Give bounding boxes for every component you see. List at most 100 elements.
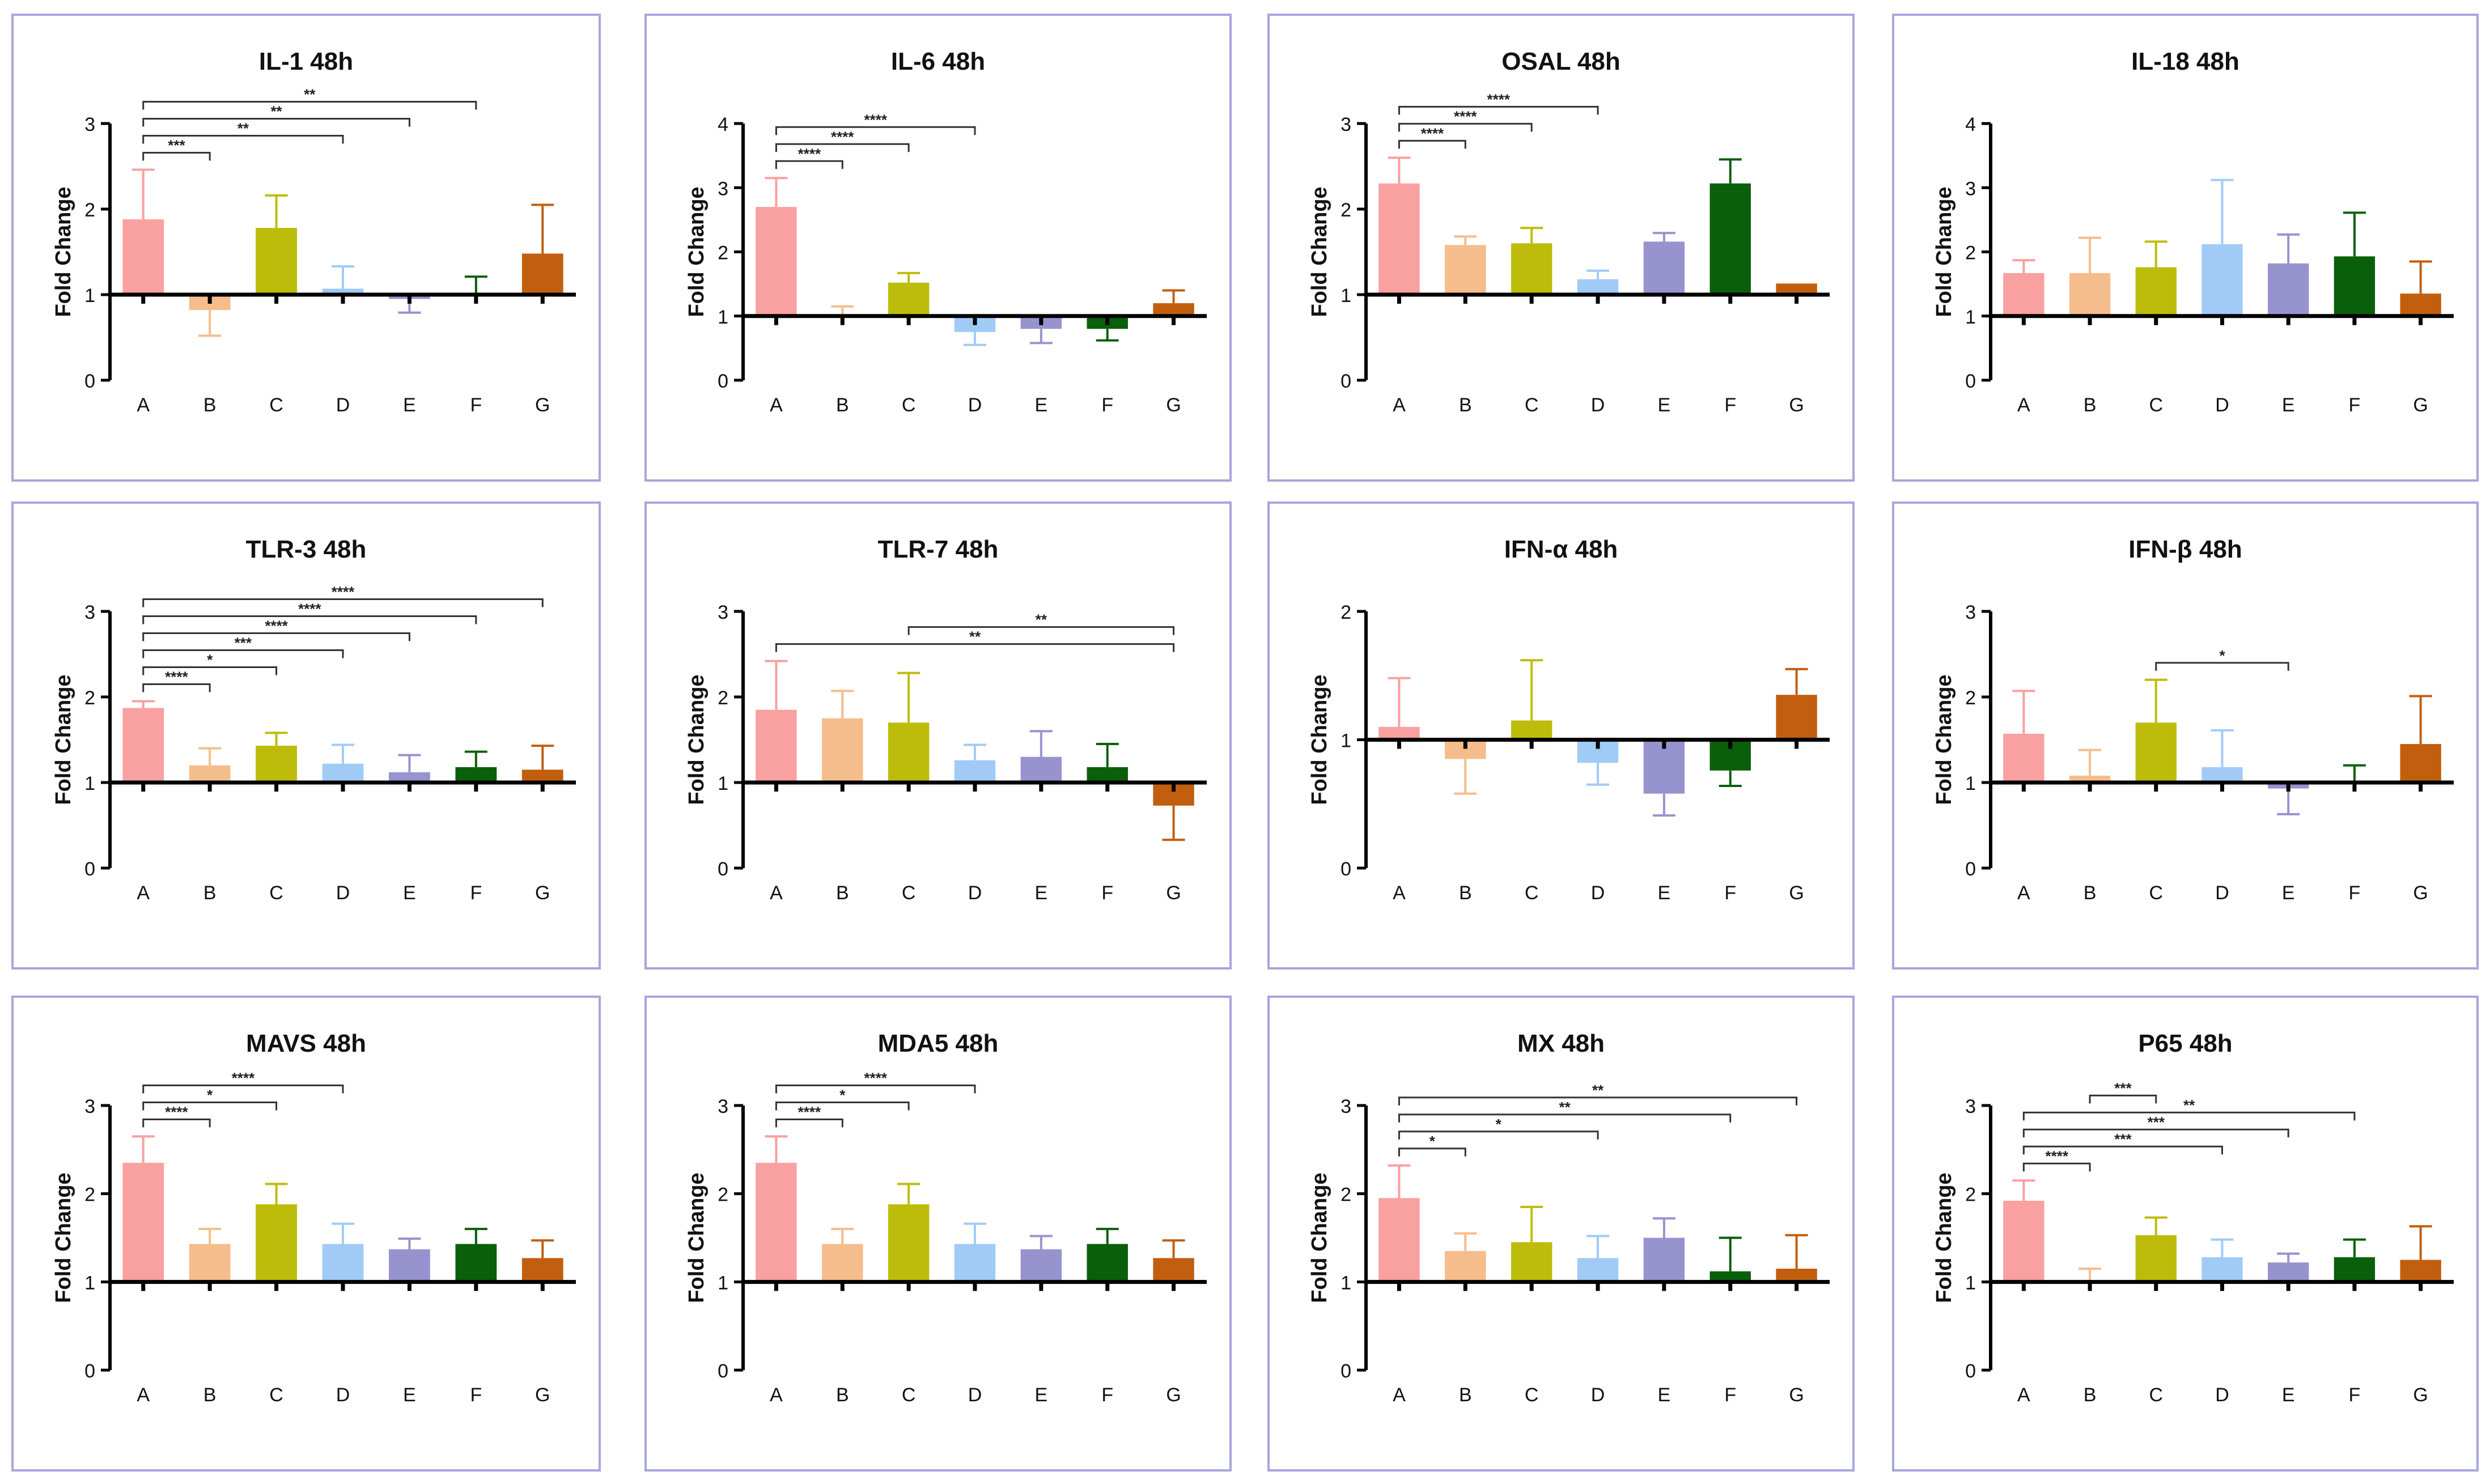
significance-bracket <box>1398 1130 1599 1139</box>
y-tick-label: 0 <box>718 858 728 880</box>
bar-C <box>1511 720 1552 740</box>
category-label: F <box>1101 394 1113 416</box>
significance-bracket <box>142 1118 211 1128</box>
bar-C <box>888 722 930 783</box>
category-label: F <box>1101 882 1113 904</box>
bar-A <box>122 708 164 783</box>
significance-bracket <box>2022 1128 2289 1138</box>
significance-label: ** <box>270 103 282 120</box>
significance-bracket <box>2022 1111 2356 1121</box>
bar-A <box>756 1163 797 1282</box>
chart-panel-ifn-alpha: IFN-α 48h Fold Change 0 1 2 A B C D E F G <box>1267 501 1855 970</box>
bar-E <box>389 772 430 783</box>
category-label: A <box>2017 1384 2030 1406</box>
bar-B <box>822 1244 863 1282</box>
bar-A <box>2003 733 2044 783</box>
category-label: G <box>535 1384 550 1406</box>
significance-label: **** <box>864 1069 887 1086</box>
category-label: A <box>1393 1384 1406 1406</box>
category-label: E <box>1035 882 1048 904</box>
bar-F <box>1710 1271 1751 1282</box>
bar-F <box>1087 1244 1128 1282</box>
category-label: E <box>2282 394 2295 416</box>
significance-bracket <box>142 135 344 144</box>
bar-C <box>2135 1235 2177 1282</box>
category-label: A <box>137 1384 150 1406</box>
chart-svg: IL-6 48h Fold Change 0 1 2 3 4 A B C D E F G **** **** *… <box>685 48 1207 416</box>
y-tick-label: 2 <box>84 199 95 221</box>
bar-G <box>2400 1260 2441 1282</box>
significance-bracket <box>2089 1094 2157 1104</box>
significance-label: *** <box>2148 1113 2165 1130</box>
significance-bracket <box>1398 1113 1732 1122</box>
significance-bracket <box>775 160 843 169</box>
category-label: D <box>1591 882 1605 904</box>
significance-label: ** <box>1559 1099 1571 1116</box>
category-label: A <box>2017 882 2030 904</box>
y-tick-label: 0 <box>84 371 95 392</box>
category-label: D <box>968 882 982 904</box>
category-label: B <box>203 394 217 416</box>
y-tick-label: 2 <box>84 1184 95 1206</box>
y-tick-label: 4 <box>1965 114 1976 135</box>
bar-C <box>888 282 930 316</box>
bar-C <box>1511 243 1552 295</box>
bar-E <box>1643 241 1685 295</box>
significance-bracket <box>1398 1147 1466 1156</box>
y-tick-label: 1 <box>1965 773 1976 794</box>
significance-bracket <box>775 643 1175 652</box>
category-label: A <box>137 882 150 904</box>
y-tick-label: 3 <box>1965 178 1976 199</box>
significance-label: **** <box>332 584 355 601</box>
significance-label: **** <box>1421 125 1444 142</box>
bar-D <box>954 760 996 783</box>
bar-B <box>2069 273 2111 316</box>
category-label: E <box>1658 882 1671 904</box>
category-label: G <box>1166 1384 1181 1406</box>
bar-F <box>455 767 497 783</box>
category-label: F <box>1101 1384 1113 1406</box>
y-tick-label: 3 <box>1965 1096 1976 1117</box>
significance-bracket <box>775 126 976 135</box>
significance-label: **** <box>2045 1147 2068 1164</box>
chart-panel-osal: OSAL 48h Fold Change 0 1 2 3 A B C D E F G **** **** **… <box>1267 14 1855 482</box>
category-label: C <box>2149 394 2164 416</box>
y-tick-label: 3 <box>718 1096 728 1117</box>
chart-title: IL-6 48h <box>891 48 985 75</box>
bar-A <box>122 219 164 295</box>
chart-panel-mavs: MAVS 48h Fold Change 0 1 2 3 A B C D E F G **** * **** <box>11 996 601 1472</box>
category-label: G <box>1789 394 1804 416</box>
category-label: G <box>535 882 550 904</box>
significance-bracket <box>142 683 211 692</box>
category-label: B <box>1459 882 1472 904</box>
y-tick-label: 1 <box>84 1272 95 1294</box>
y-axis-label: Fold Change <box>52 674 75 805</box>
bar-F <box>2334 1257 2376 1282</box>
category-label: C <box>269 394 283 416</box>
category-label: B <box>203 882 217 904</box>
significance-bracket <box>1398 122 1533 132</box>
chart-title: P65 48h <box>2138 1030 2232 1057</box>
y-tick-label: 1 <box>1965 307 1976 328</box>
category-label: A <box>770 882 783 904</box>
significance-label: **** <box>798 1103 821 1120</box>
category-label: C <box>269 882 283 904</box>
chart-title: OSAL 48h <box>1501 48 1620 75</box>
y-tick-label: 4 <box>718 114 728 135</box>
bar-C <box>1511 1242 1552 1282</box>
y-tick-label: 3 <box>1965 602 1976 623</box>
y-tick-label: 0 <box>1965 1360 1976 1382</box>
category-label: D <box>2215 882 2229 904</box>
y-tick-label: 2 <box>1341 1184 1351 1206</box>
significance-label: * <box>839 1086 846 1103</box>
y-axis-label: Fold Change <box>685 674 709 805</box>
significance-label: **** <box>798 145 821 162</box>
category-label: B <box>1459 1384 1472 1406</box>
y-tick-label: 0 <box>84 858 95 880</box>
y-tick-label: 0 <box>1341 371 1351 392</box>
significance-bracket <box>1398 139 1466 149</box>
category-label: A <box>137 394 150 416</box>
bar-D <box>1577 279 1619 295</box>
y-axis-label: Fold Change <box>52 186 75 317</box>
significance-bracket <box>775 1084 976 1094</box>
